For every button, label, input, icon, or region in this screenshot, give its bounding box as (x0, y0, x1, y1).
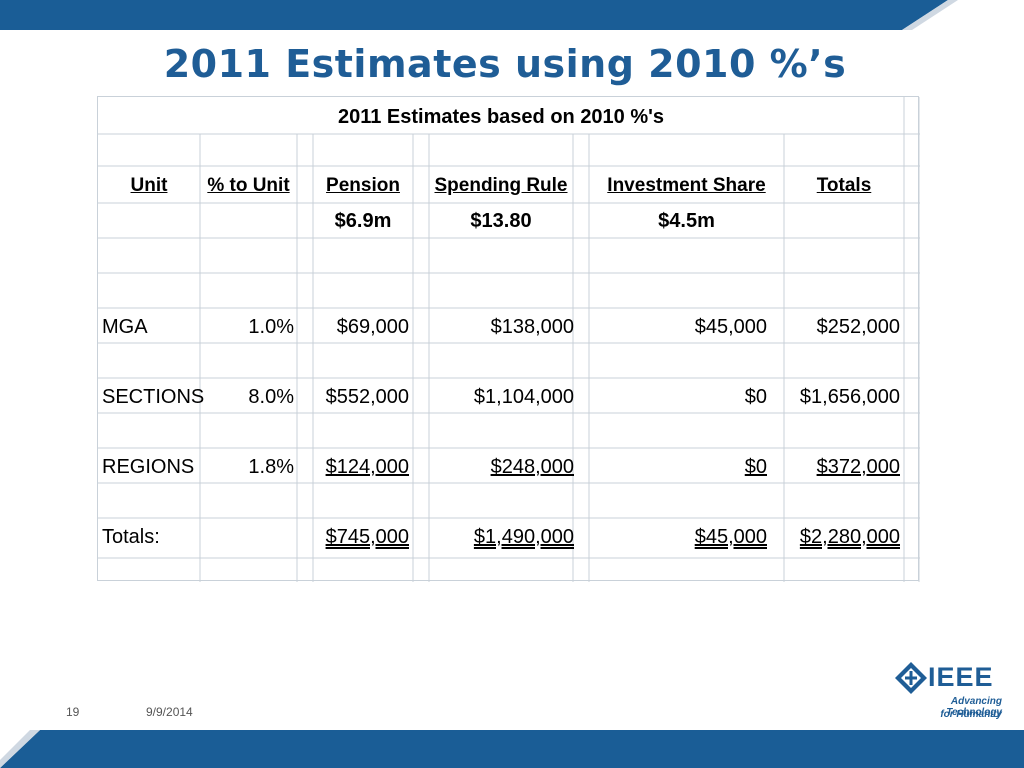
bottom-banner (0, 730, 1024, 768)
header-unit: Unit (130, 175, 168, 196)
header-percent-to-unit: % to Unit (207, 175, 290, 196)
ieee-logo: IEEE Advancing Technology for Humanity (892, 658, 1004, 724)
row-mga-totals: $252,000 (816, 316, 900, 338)
header-spending-rule: Spending Rule (434, 175, 568, 196)
row-mga-unit: MGA (102, 316, 148, 338)
slide-title: 2011 Estimates using 2010 %’s (163, 42, 847, 86)
header-investment-share: Investment Share (607, 175, 766, 196)
row-regions-unit: REGIONS (102, 456, 195, 478)
row-totals-pension: $745,000 (325, 526, 409, 548)
ieee-tagline-1: Advancing Technology (946, 696, 1002, 718)
spending-rule-base: $13.80 (470, 210, 532, 232)
ieee-wordmark: IEEE (928, 662, 994, 692)
row-sections-totals: $1,656,000 (799, 386, 900, 408)
row-regions-investment-share: $0 (744, 456, 767, 478)
ieee-diamond-icon (895, 662, 927, 694)
row-mga-spending-rule: $138,000 (490, 316, 574, 338)
ieee-tagline-2: for Humanity (940, 709, 1002, 720)
spreadsheet-table: 2011 Estimates based on 2010 %'s Unit % … (97, 96, 920, 582)
row-regions-pension: $124,000 (325, 456, 409, 478)
row-mga-percent: 1.0% (248, 316, 294, 338)
row-regions-spending-rule: $248,000 (490, 456, 574, 478)
investment-share-base: $4.5m (658, 210, 715, 232)
row-sections-unit: SECTIONS (102, 386, 205, 408)
top-banner (0, 0, 958, 30)
row-totals-spending-rule: $1,490,000 (473, 526, 574, 548)
row-sections-pension: $552,000 (325, 386, 409, 408)
row-sections-percent: 8.0% (248, 386, 294, 408)
row-totals-label: Totals: (102, 526, 160, 548)
row-totals-investment-share: $45,000 (694, 526, 767, 548)
row-regions-percent: 1.8% (248, 456, 294, 478)
table-caption: 2011 Estimates based on 2010 %'s (337, 106, 665, 128)
row-sections-investment-share: $0 (744, 386, 767, 408)
row-sections-spending-rule: $1,104,000 (473, 386, 574, 408)
pension-base: $6.9m (334, 210, 392, 232)
header-totals: Totals (816, 175, 872, 196)
header-pension: Pension (326, 175, 400, 196)
row-totals-grand-total: $2,280,000 (799, 526, 900, 548)
row-mga-investment-share: $45,000 (694, 316, 767, 338)
slide-date: 9/9/2014 (146, 705, 193, 719)
row-mga-pension: $69,000 (336, 316, 409, 338)
slide-number: 19 (66, 705, 80, 719)
table-gridlines (98, 97, 920, 582)
row-regions-totals: $372,000 (816, 456, 900, 478)
